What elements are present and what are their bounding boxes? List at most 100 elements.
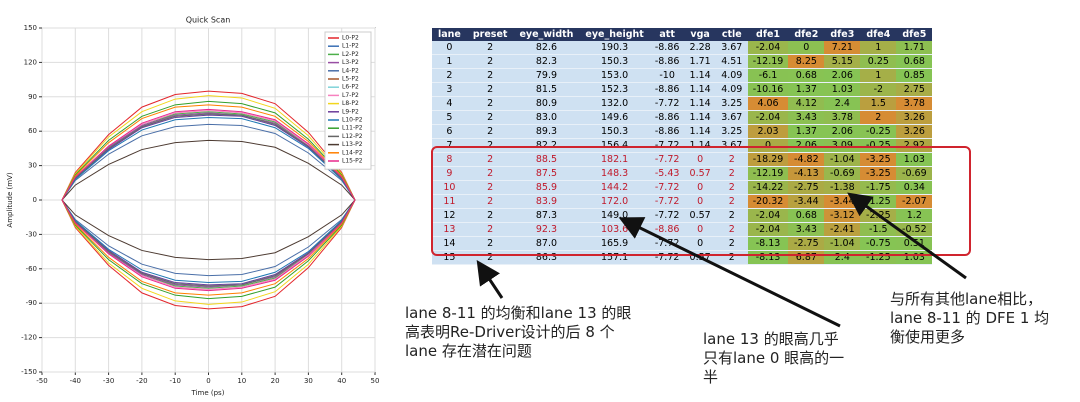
table-cell: 8.25 [788, 54, 825, 69]
table-cell: 11 [432, 194, 467, 209]
header-cell: lane [432, 28, 467, 41]
table-cell: 0.25 [860, 54, 897, 69]
table-cell: 87.5 [513, 166, 580, 181]
y-tick-label: -150 [21, 368, 37, 376]
eye-curve [61, 104, 356, 201]
table-cell: 3.26 [896, 110, 933, 125]
table-cell: 1.14 [684, 96, 716, 111]
table-cell: -6.1 [747, 68, 789, 83]
table-cell: 1 [860, 41, 897, 55]
table-cell: 2 [715, 166, 748, 181]
x-tick-label: 0 [206, 377, 210, 385]
table-cell: -2 [860, 82, 897, 97]
table-cell: -20.32 [747, 194, 789, 209]
note: 与所有其他lane相比， lane 8-11 的 DFE 1 均衡使用更多 [890, 290, 1049, 347]
table-cell: 8 [432, 152, 467, 167]
eye-curve [61, 199, 356, 300]
table-cell: 1.03 [896, 152, 933, 167]
eye-curve [61, 199, 356, 286]
table-cell: 132.0 [579, 96, 650, 111]
legend-label: L1-P2 [342, 43, 359, 50]
table-cell: 14 [432, 236, 467, 251]
table-cell: -7.72 [649, 138, 685, 153]
eye-curve [61, 199, 356, 305]
table-cell: 12 [432, 208, 467, 223]
table-cell: 148.3 [579, 166, 650, 181]
table-cell: 79.9 [513, 68, 580, 83]
table-cell: 149.6 [579, 110, 650, 125]
table-cell: -3.44 [788, 194, 825, 209]
table-cell: -1.04 [824, 152, 861, 167]
table-cell: 1.5 [860, 96, 897, 111]
table-cell: 0 [684, 194, 716, 209]
table-cell: 3.43 [788, 110, 825, 125]
table-cell: 2 [466, 222, 514, 237]
table-cell: 2 [715, 152, 748, 167]
table-row: 9 2 87.5 148.3 -5.43 0.57 2 -12.19 -4.13 -0.69 -3.… [432, 166, 933, 181]
legend-label: L14-P2 [342, 149, 363, 156]
table-row: 4 2 80.9 132.0 -7.72 1.14 3.25 4.06 4.12 2.4 1.5 3.… [432, 96, 933, 111]
table-cell: 4.51 [715, 54, 748, 69]
table-cell: 2.06 [788, 138, 825, 153]
table-cell: 2 [466, 54, 514, 69]
table-cell: 152.3 [579, 82, 650, 97]
table-cell: 0.68 [788, 68, 825, 83]
eye-curve [61, 116, 356, 201]
table-cell: -7.72 [649, 194, 685, 209]
note: lane 13 的眼高几乎 只有lane 0 眼高的一半 [703, 330, 844, 387]
table-cell: 89.3 [513, 124, 580, 139]
table-cell: 4.09 [715, 68, 748, 83]
table-cell: 3.67 [715, 110, 748, 125]
note: lane 8-11 的均衡和lane 13 的眼 高表明Re-Driver设计的后… [405, 304, 631, 361]
table-cell: 3.67 [715, 41, 748, 55]
table-cell: 1.37 [788, 82, 825, 97]
x-tick-label: 20 [271, 377, 280, 385]
note-line: lane 13 的眼高几乎 [703, 330, 839, 348]
table-cell: 82.6 [513, 41, 580, 55]
legend-label: L7-P2 [342, 92, 359, 99]
table-cell: -8.86 [649, 41, 685, 55]
table-cell: -0.25 [860, 124, 897, 139]
table-cell: -3.25 [860, 166, 897, 181]
table-cell: 4.06 [747, 96, 789, 111]
table-cell: -7.72 [649, 152, 685, 167]
table-cell: -5.43 [649, 166, 685, 181]
x-tick-label: -20 [136, 377, 147, 385]
table-cell: -12.19 [747, 54, 789, 69]
table-cell: 2.92 [896, 138, 933, 153]
note-line: lane 8-11 的均衡和lane 13 的眼 [405, 304, 632, 322]
table-cell: 1.14 [684, 68, 716, 83]
eye-curve [61, 199, 356, 287]
table-cell: 92.3 [513, 222, 580, 237]
table-cell: -7.72 [649, 96, 685, 111]
table-cell: -4.13 [788, 166, 825, 181]
note-line: lane 8-11 的 DFE 1 均 [890, 309, 1050, 327]
table-cell: -8.86 [649, 54, 685, 69]
table-cell: -10 [649, 68, 685, 83]
table-cell: 2 [715, 194, 748, 209]
arrow [476, 260, 504, 299]
header-cell: dfe2 [788, 28, 825, 41]
table-cell: 2 [466, 110, 514, 125]
table-cell: 2.75 [896, 82, 933, 97]
table-cell: 3.25 [715, 96, 748, 111]
table-cell: -4.82 [788, 152, 825, 167]
table-cell: 2 [432, 68, 467, 83]
table-cell: 2 [466, 236, 514, 251]
table-cell: 3.78 [896, 96, 933, 111]
y-tick-label: -60 [26, 265, 37, 273]
table-cell: 5 [432, 110, 467, 125]
table-row: 6 2 89.3 150.3 -8.86 1.14 3.25 2.03 1.37 2.06 -0.2… [432, 124, 933, 139]
table-cell: -0.69 [824, 166, 861, 181]
table-cell: -8.86 [649, 110, 685, 125]
table-cell: 2.03 [747, 124, 789, 139]
table-cell: 1.71 [684, 54, 716, 69]
header-cell: vga [684, 28, 716, 41]
table-cell: 0 [432, 41, 467, 55]
x-tick-label: 30 [304, 377, 313, 385]
table-cell: 2 [466, 68, 514, 83]
y-tick-label: 150 [24, 24, 37, 32]
table-cell: 0 [684, 180, 716, 195]
x-tick-label: 40 [337, 377, 346, 385]
table-cell: 3.25 [715, 124, 748, 139]
